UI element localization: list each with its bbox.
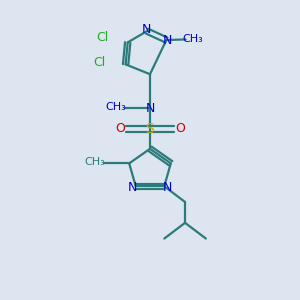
Text: O: O: [175, 122, 185, 135]
Text: O: O: [115, 122, 125, 135]
Text: CH₃: CH₃: [183, 34, 203, 44]
Text: N: N: [146, 102, 156, 115]
Text: N: N: [163, 34, 172, 46]
Text: CH₃: CH₃: [85, 158, 105, 167]
Text: N: N: [163, 181, 172, 194]
Text: Cl: Cl: [96, 31, 109, 44]
Text: N: N: [141, 23, 151, 36]
Text: CH₃: CH₃: [105, 103, 126, 112]
Text: N: N: [128, 181, 137, 194]
Text: Cl: Cl: [93, 56, 106, 69]
Text: S: S: [146, 122, 154, 136]
